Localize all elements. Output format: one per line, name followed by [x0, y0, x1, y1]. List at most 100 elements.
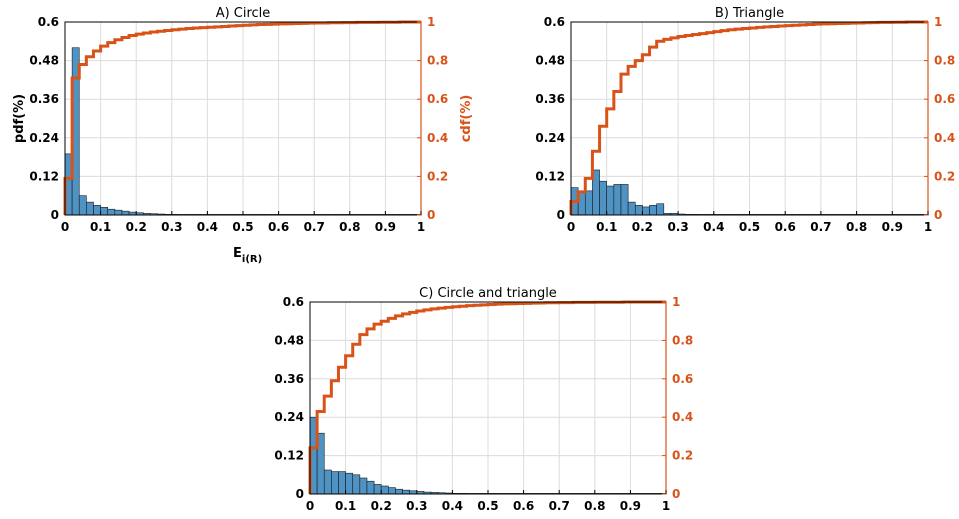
pdf-bar — [78, 195, 87, 216]
x-tick-label: 0.7 — [549, 499, 570, 513]
y-right-tick-label: 0.2 — [934, 169, 955, 183]
y-left-tick-label: 0.12 — [535, 169, 565, 183]
y-right-axis-label: cdf(%) — [459, 95, 474, 143]
grid — [309, 301, 667, 495]
chart-panel-3: 0 0.1 0.2 0.3 0.4 0.5 0.6 0.7 0.8 0.9 100.120.240.… — [274, 286, 693, 513]
x-tick-label: 0.4 — [703, 220, 724, 234]
pdf-bar — [613, 184, 622, 216]
y-right-tick-label: 0 — [934, 208, 942, 222]
pdf-bar — [107, 208, 116, 216]
x-tick-label: 0.6 — [513, 499, 534, 513]
x-axis-label-subscript: i(R) — [242, 254, 262, 265]
y-left-tick-label: 0.6 — [38, 15, 59, 29]
x-tick-label: 1 — [417, 220, 425, 234]
x-tick-label: 0.8 — [584, 499, 605, 513]
x-tick-label: 0.7 — [810, 220, 831, 234]
y-left-tick-label: 0.6 — [283, 295, 304, 309]
chart-title: B) Triangle — [715, 6, 784, 21]
cdf-line — [569, 20, 928, 215]
y-right-tick-label: 0.8 — [672, 333, 693, 347]
x-tick-label: 0.9 — [882, 220, 903, 234]
chart-title: A) Circle — [216, 6, 271, 21]
chart-panel-2: 0 0.1 0.2 0.3 0.4 0.5 0.6 0.7 0.8 0.9 100.120.240.… — [535, 6, 955, 234]
pdf-bar — [634, 205, 643, 216]
y-right-tick-label: 0 — [427, 208, 435, 222]
y-right-tick-label: 0.6 — [934, 92, 955, 106]
y-left-tick-label: 0.12 — [29, 169, 59, 183]
x-axis-label: Ei(R) — [233, 246, 262, 265]
x-tick-label: 0.6 — [268, 220, 289, 234]
x-tick-label: 0.4 — [442, 499, 463, 513]
x-tick-label: 0.8 — [846, 220, 867, 234]
x-tick-label: 0.5 — [739, 220, 760, 234]
cdf-line — [63, 20, 421, 215]
x-tick-label: 0.2 — [371, 499, 392, 513]
pdf-bar — [656, 203, 665, 216]
y-left-tick-label: 0 — [557, 208, 565, 222]
pdf-bar — [331, 471, 339, 495]
x-tick-label: 0.2 — [126, 220, 147, 234]
x-tick-label: 0.8 — [339, 220, 360, 234]
x-axis-label-main: E — [233, 246, 242, 261]
pdf-bar — [599, 180, 607, 216]
pdf-bar — [388, 487, 396, 495]
y-left-tick-label: 0 — [296, 487, 304, 501]
pdf-bar — [352, 474, 361, 495]
y-left-tick-label: 0.24 — [29, 131, 59, 145]
pdf-bar — [345, 472, 354, 495]
y-left-axis-label: pdf(%) — [12, 94, 27, 143]
x-tick-label: 0.5 — [232, 220, 253, 234]
x-tick-label: 1 — [662, 499, 670, 513]
y-right-tick-label: 0.4 — [427, 131, 448, 145]
grid — [64, 21, 422, 216]
y-right-tick-label: 0.2 — [427, 169, 448, 183]
y-right-tick-label: 0.2 — [672, 449, 693, 463]
y-right-tick-label: 0.8 — [934, 54, 955, 68]
pdf-bar — [366, 480, 375, 495]
x-tick-label: 0.7 — [304, 220, 325, 234]
x-tick-label: 0.1 — [596, 220, 617, 234]
y-left-tick-label: 0.36 — [274, 372, 304, 386]
pdf-bar — [606, 185, 615, 216]
pdf-bar — [380, 485, 389, 495]
pdf-bar — [649, 205, 657, 216]
pdf-bar — [402, 489, 410, 495]
pdf-bar — [359, 477, 368, 495]
y-right-tick-label: 0.4 — [934, 131, 955, 145]
pdf-bar — [86, 201, 94, 216]
pdf-bar — [100, 206, 109, 216]
pdf-bar — [121, 210, 130, 216]
x-tick-label: 0.4 — [197, 220, 218, 234]
pdf-bar — [373, 484, 382, 495]
y-right-tick-label: 0.4 — [672, 410, 693, 424]
y-left-tick-label: 0.48 — [535, 54, 565, 68]
y-left-tick-label: 0.36 — [535, 92, 565, 106]
x-tick-label: 0.9 — [375, 220, 396, 234]
y-right-tick-label: 0.6 — [427, 92, 448, 106]
y-right-tick-label: 0 — [672, 487, 680, 501]
y-left-tick-label: 0.6 — [544, 15, 565, 29]
y-right-tick-label: 1 — [672, 295, 680, 309]
x-tick-label: 0 — [567, 220, 575, 234]
chart-panel-1: 0 0.1 0.2 0.3 0.4 0.5 0.6 0.7 0.8 0.9 100.120.240.… — [12, 6, 474, 265]
x-tick-label: 0 — [306, 499, 314, 513]
y-left-tick-label: 0.24 — [274, 410, 304, 424]
x-tick-label: 1 — [924, 220, 932, 234]
y-left-tick-label: 0.48 — [274, 333, 304, 347]
x-tick-label: 0.6 — [775, 220, 796, 234]
x-tick-label: 0.3 — [406, 499, 427, 513]
y-left-tick-label: 0.36 — [29, 92, 59, 106]
x-tick-label: 0.3 — [161, 220, 182, 234]
pdf-bar — [338, 471, 346, 495]
y-right-tick-label: 0.8 — [427, 54, 448, 68]
x-tick-label: 0.1 — [335, 499, 356, 513]
y-left-tick-label: 0 — [51, 208, 59, 222]
x-tick-label: 0.5 — [477, 499, 498, 513]
y-right-tick-label: 1 — [934, 15, 942, 29]
x-tick-label: 0.9 — [620, 499, 641, 513]
y-left-tick-label: 0.24 — [535, 131, 565, 145]
y-right-tick-label: 0.6 — [672, 372, 693, 386]
pdf-bar — [627, 201, 636, 216]
pdf-bar — [584, 190, 593, 216]
